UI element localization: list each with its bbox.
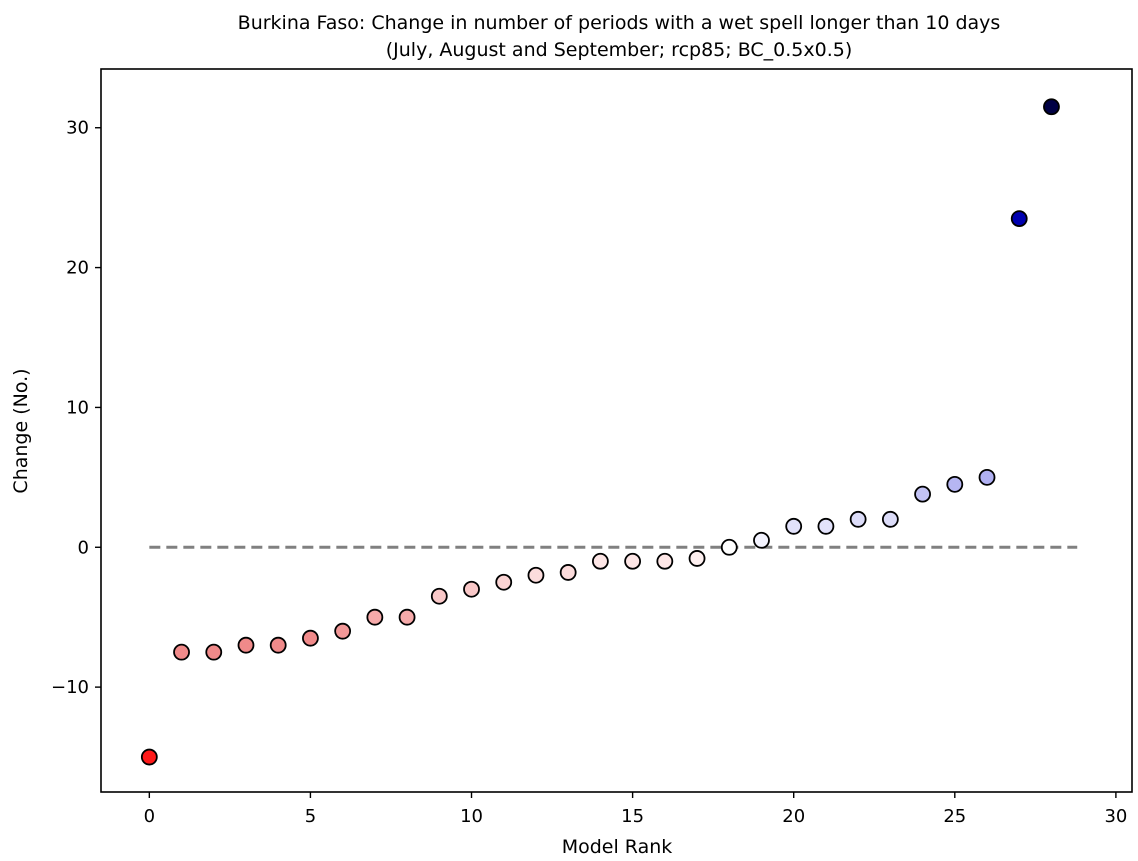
- x-axis: 0 5 10 15 20 25 30: [144, 792, 1127, 827]
- x-tick-label: 5: [305, 806, 316, 827]
- data-point: [1043, 98, 1060, 116]
- data-point: [849, 510, 867, 528]
- data-point: [688, 550, 706, 567]
- data-point: [527, 566, 545, 584]
- data-point: [624, 552, 642, 570]
- data-point: [559, 564, 577, 581]
- x-tick-label: 15: [621, 806, 644, 827]
- plot-area: [140, 98, 1078, 766]
- y-tick-label: −10: [51, 677, 89, 698]
- data-point: [817, 517, 835, 535]
- data-point: [785, 517, 803, 535]
- data-point: [173, 643, 190, 661]
- y-tick-label: 0: [78, 537, 89, 558]
- plot-frame: [100, 68, 1133, 793]
- data-point: [398, 608, 416, 626]
- data-point: [269, 636, 287, 654]
- data-point: [302, 629, 319, 647]
- data-point: [205, 643, 223, 661]
- y-axis-label: Change (No.): [10, 368, 32, 493]
- data-point: [881, 510, 899, 528]
- data-point: [495, 573, 513, 591]
- data-point: [946, 475, 964, 493]
- y-tick-label: 20: [66, 258, 89, 279]
- data-point: [430, 587, 448, 605]
- x-axis-label: Model Rank: [562, 836, 673, 858]
- data-point: [591, 552, 609, 570]
- data-point: [1010, 210, 1028, 228]
- x-tick-label: 0: [144, 806, 155, 827]
- data-point: [140, 748, 158, 766]
- data-point: [720, 538, 738, 556]
- data-point: [978, 468, 996, 486]
- data-point: [366, 608, 384, 626]
- x-tick-label: 25: [943, 806, 966, 827]
- y-tick-label: 30: [66, 118, 89, 139]
- y-axis: −10 0 10 20 30: [51, 118, 101, 698]
- data-point: [753, 531, 770, 549]
- chart-subtitle: (July, August and September; rcp85; BC_0…: [386, 39, 853, 61]
- data-point: [334, 622, 352, 640]
- x-tick-label: 30: [1104, 806, 1127, 827]
- data-point: [914, 485, 931, 503]
- y-tick-label: 10: [66, 397, 89, 418]
- data-point: [463, 580, 480, 598]
- data-point: [237, 636, 255, 654]
- x-tick-label: 10: [460, 806, 483, 827]
- data-point: [656, 552, 674, 570]
- chart-title: Burkina Faso: Change in number of period…: [238, 12, 1001, 34]
- x-tick-label: 20: [782, 806, 805, 827]
